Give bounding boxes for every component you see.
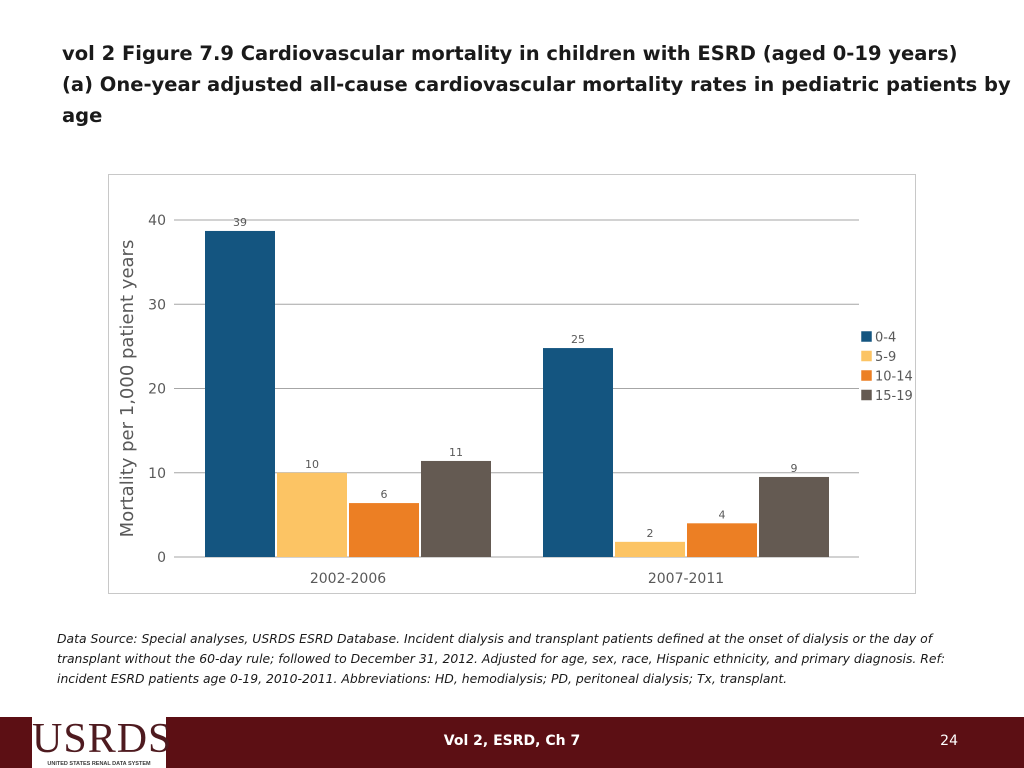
y-tick-label: 40 (148, 213, 166, 229)
bar-0-4-2007-2011 (543, 348, 613, 557)
title-line-1: vol 2 Figure 7.9 Cardiovascular mortalit… (62, 42, 958, 65)
logo-subtext: UNITED STATES RENAL DATA SYSTEM (47, 761, 151, 767)
legend-swatch (860, 330, 873, 343)
footer-chapter-label: Vol 2, ESRD, Ch 7 (443, 733, 581, 749)
bar-5-9-2002-2006 (277, 472, 347, 557)
data-label: 25 (571, 333, 585, 346)
data-label: 9 (791, 462, 798, 475)
legend-swatch (860, 369, 873, 382)
title-line-2: (a) One-year adjusted all-cause cardiova… (62, 73, 1011, 96)
bar-15-19-2007-2011 (759, 476, 829, 557)
footer-bar: Vol 2, ESRD, Ch 7 24 (0, 717, 1024, 768)
legend-label: 10-14 (875, 370, 913, 385)
y-tick-label: 10 (148, 466, 166, 482)
chart-frame: 0 10 20 30 40 Mortality per 1,000 patient yea… (108, 174, 916, 594)
legend-swatch (860, 350, 873, 362)
data-label: 6 (381, 488, 388, 501)
x-tick-label: 2002-2006 (310, 571, 386, 587)
page-number: 24 (940, 733, 958, 749)
bar-chart: 0 10 20 30 40 Mortality per 1,000 patient yea… (117, 213, 913, 587)
legend-label: 15-19 (875, 389, 913, 404)
bar-10-14-2002-2006 (349, 503, 419, 557)
data-label: 10 (305, 458, 319, 471)
x-tick-label: 2007-2011 (648, 571, 724, 587)
legend-label: 0-4 (875, 331, 896, 346)
bar-5-9-2007-2011 (615, 541, 685, 557)
y-tick-label: 30 (148, 297, 166, 313)
logo-text: USRDS (32, 716, 173, 762)
data-label: 4 (719, 508, 726, 521)
y-tick-label: 20 (148, 382, 166, 398)
bar-15-19-2002-2006 (421, 460, 491, 557)
slide-title: vol 2 Figure 7.9 Cardiovascular mortalit… (62, 38, 1011, 131)
usrds-logo: USRDS UNITED STATES RENAL DATA SYSTEM (32, 713, 173, 768)
y-axis-label: Mortality per 1,000 patient years (117, 240, 138, 538)
y-tick-label: 0 (157, 550, 166, 566)
title-line-3: age (62, 104, 103, 127)
data-label: 11 (449, 446, 463, 459)
bar-10-14-2007-2011 (687, 523, 757, 557)
data-source-note: Data Source: Special analyses, USRDS ESR… (57, 631, 946, 686)
legend-swatch (860, 389, 873, 401)
data-label: 39 (233, 216, 247, 229)
legend-label: 5-9 (875, 350, 896, 365)
data-label: 2 (647, 527, 654, 540)
bar-0-4-2002-2006 (205, 230, 275, 557)
